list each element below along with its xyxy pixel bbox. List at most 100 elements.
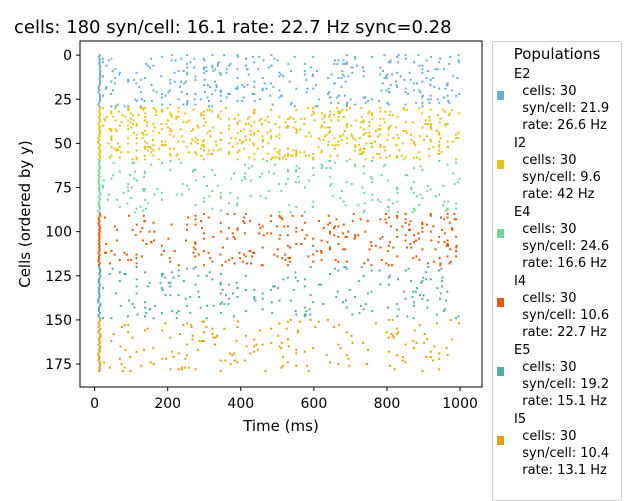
spike-I2: [105, 115, 108, 118]
spike-E4: [426, 190, 429, 193]
spike-I2: [152, 130, 155, 132]
spike-E2: [428, 101, 431, 104]
spike-E5: [354, 296, 357, 298]
spike-E5: [413, 304, 415, 307]
spike-E2: [432, 77, 435, 80]
spike-E4: [298, 167, 301, 170]
spike-E5: [169, 285, 172, 288]
spike-E4: [98, 186, 101, 189]
spike-I5: [194, 368, 197, 371]
spike-E2: [98, 62, 101, 65]
spike-E2: [194, 93, 197, 95]
spike-I5: [402, 359, 405, 362]
spike-I2: [271, 156, 274, 159]
spike-I5: [99, 347, 102, 350]
spike-I4: [163, 250, 165, 253]
spike-I4: [337, 260, 340, 263]
spike-E2: [211, 93, 214, 95]
spike-I2: [97, 133, 100, 136]
y-tick-label: 150: [45, 313, 72, 329]
spike-I2: [413, 140, 415, 143]
spike-I2: [438, 131, 441, 134]
spike-E4: [259, 195, 262, 198]
spike-E2: [433, 85, 436, 88]
spike-I5: [124, 348, 127, 351]
spike-E5: [271, 311, 274, 314]
spike-E2: [336, 62, 339, 65]
spike-I4: [351, 220, 354, 223]
spike-I2: [99, 154, 102, 157]
spike-E2: [267, 66, 270, 69]
spike-I2: [278, 137, 281, 140]
spike-I2: [410, 133, 412, 136]
spike-I2: [421, 126, 424, 129]
spike-I4: [392, 246, 395, 249]
spike-I2: [169, 147, 172, 150]
spike-E2: [271, 103, 274, 106]
spike-E2: [169, 82, 172, 85]
spike-I2: [285, 158, 288, 161]
spike-E2: [114, 77, 117, 80]
spike-E2: [396, 85, 399, 88]
spike-I2: [99, 149, 102, 152]
spike-E2: [102, 61, 104, 64]
spike-I2: [141, 137, 144, 140]
spike-E5: [124, 273, 127, 275]
spike-I2: [186, 145, 189, 148]
spike-I5: [140, 364, 143, 367]
legend-series-stats: cells: 30 syn/cell: 21.9 rate: 26.6 Hz: [522, 84, 610, 133]
spike-E5: [236, 287, 239, 290]
spike-E2: [295, 87, 298, 90]
spike-I2: [438, 144, 441, 147]
spike-I2: [248, 156, 251, 159]
spike-E4: [362, 172, 365, 175]
spike-I2: [212, 126, 215, 129]
spike-E4: [98, 165, 101, 168]
spike-E5: [419, 294, 421, 297]
spike-I5: [282, 364, 284, 367]
spike-I2: [395, 156, 398, 159]
spike-I2: [102, 124, 104, 127]
spike-E5: [357, 280, 360, 283]
spike-I4: [455, 255, 458, 258]
spike-E4: [102, 186, 104, 189]
spike-E5: [337, 269, 340, 272]
spike-E5: [388, 274, 391, 277]
raster-chart: cells: 180 syn/cell: 16.1 rate: 22.7 Hz …: [14, 17, 483, 435]
spike-I2: [418, 135, 421, 138]
spike-I2: [429, 140, 432, 143]
spike-I2: [413, 156, 415, 159]
spike-I5: [347, 357, 350, 360]
spike-I2: [182, 140, 185, 143]
spike-I4: [342, 248, 345, 251]
spike-E2: [314, 84, 317, 87]
spike-E4: [267, 190, 270, 193]
spike-E5: [177, 274, 180, 277]
spike-E5: [303, 278, 306, 281]
spike-I2: [367, 112, 370, 115]
spike-E2: [371, 55, 373, 58]
spike-E2: [149, 66, 151, 69]
spike-I5: [99, 364, 101, 367]
spike-E2: [367, 100, 369, 102]
spike-E5: [414, 290, 417, 293]
spike-I5: [303, 350, 306, 353]
spike-I2: [160, 144, 163, 147]
spike-I4: [251, 255, 253, 258]
spike-E5: [387, 276, 390, 279]
spike-I2: [187, 151, 190, 154]
spike-E2: [236, 100, 239, 102]
spike-E5: [422, 276, 425, 279]
spike-E4: [133, 177, 136, 180]
spike-E2: [395, 84, 398, 87]
spike-E2: [168, 89, 171, 92]
spike-I4: [386, 250, 389, 253]
spike-E4: [98, 160, 101, 162]
spike-I2: [455, 158, 458, 161]
spike-E2: [99, 64, 101, 67]
spike-I5: [362, 341, 365, 344]
spike-I4: [385, 262, 388, 265]
spike-I2: [404, 156, 407, 159]
spike-I2: [327, 140, 330, 143]
spike-I4: [226, 237, 229, 240]
